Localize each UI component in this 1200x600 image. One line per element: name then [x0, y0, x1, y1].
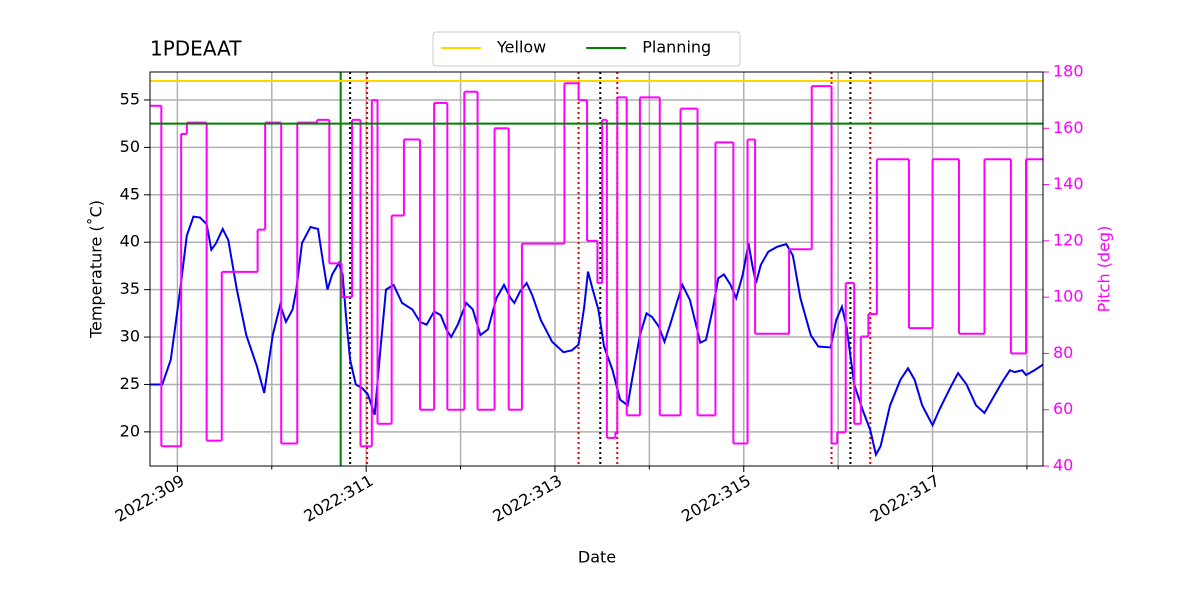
y2-tick-label: 120: [1053, 230, 1084, 249]
y2-tick-label: 180: [1053, 62, 1084, 81]
x-axis-label: Date: [578, 548, 616, 567]
y-tick-label: 55: [120, 89, 140, 108]
y-tick-label: 25: [120, 374, 140, 393]
y-tick-label: 30: [120, 327, 140, 346]
y2-axis-label: Pitch (deg): [1095, 226, 1114, 313]
legend-label: Planning: [642, 38, 711, 57]
y2-tick-label: 80: [1053, 343, 1073, 362]
x-tick-label: 2022:317: [867, 471, 943, 526]
y2-tick-label: 40: [1053, 456, 1073, 475]
x-tick-label: 2022:313: [489, 471, 565, 526]
y2-tick-label: 140: [1053, 174, 1084, 193]
y-tick-label: 50: [120, 137, 140, 156]
chart-title: 1PDEAAT: [150, 37, 242, 61]
x-tick-label: 2022:315: [678, 471, 754, 526]
y2-tick-label: 100: [1053, 287, 1084, 306]
x-tick-label: 2022:311: [301, 471, 377, 526]
legend-label: Yellow: [496, 38, 546, 57]
y-tick-label: 35: [120, 279, 140, 298]
y2-tick-label: 160: [1053, 118, 1084, 137]
plot-area: [150, 72, 1043, 466]
y-tick-label: 40: [120, 232, 140, 251]
axes-frame: [149, 71, 1044, 467]
y-tick-label: 20: [120, 421, 140, 440]
y-tick-label: 45: [120, 184, 140, 203]
temperature-line: [150, 215, 1043, 458]
y-axis-label: Temperature (˚C): [87, 200, 106, 339]
y2-tick-label: 60: [1053, 399, 1073, 418]
x-tick-label: 2022:309: [112, 471, 188, 526]
